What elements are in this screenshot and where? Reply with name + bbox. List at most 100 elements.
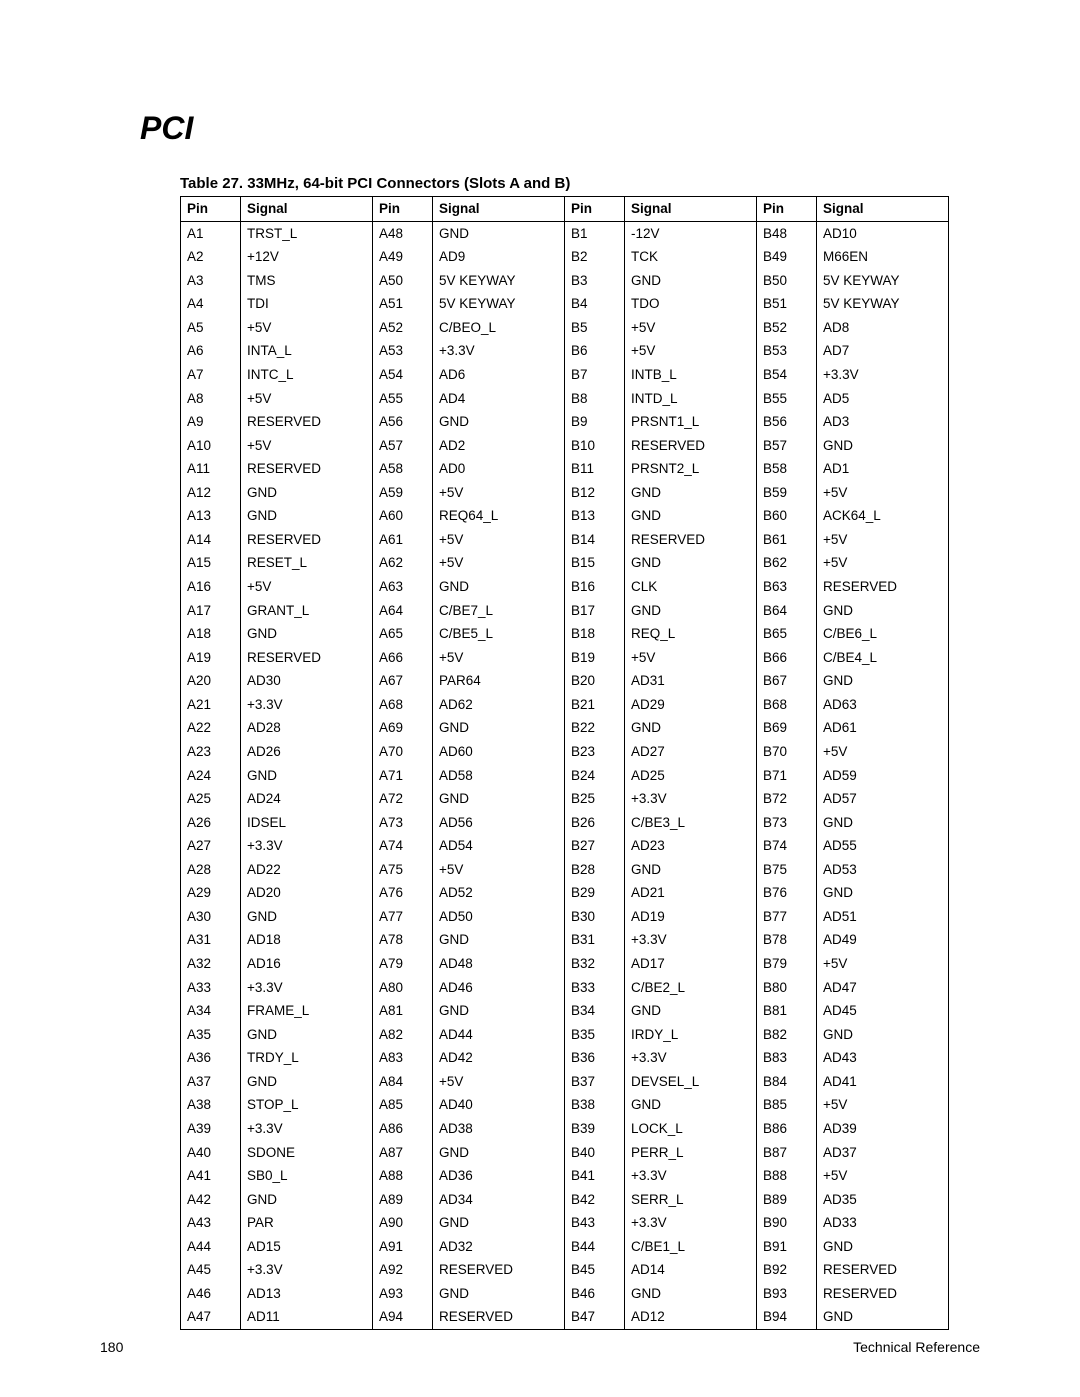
table-cell: B3 xyxy=(565,269,625,293)
table-cell: +3.3V xyxy=(241,1117,373,1141)
table-cell: A34 xyxy=(181,999,241,1023)
table-cell: TRST_L xyxy=(241,221,373,245)
table-cell: AD19 xyxy=(625,905,757,929)
table-cell: B15 xyxy=(565,551,625,575)
table-cell: AD35 xyxy=(817,1188,949,1212)
table-cell: B54 xyxy=(757,363,817,387)
table-cell: A62 xyxy=(373,551,433,575)
table-cell: A64 xyxy=(373,599,433,623)
table-cell: C/BE5_L xyxy=(433,622,565,646)
table-row: A47AD11A94RESERVEDB47AD12B94GND xyxy=(181,1305,949,1329)
table-cell: AD58 xyxy=(433,764,565,788)
table-cell: AD24 xyxy=(241,787,373,811)
table-row: A11RESERVEDA58AD0B11PRSNT2_LB58AD1 xyxy=(181,457,949,481)
table-cell: B12 xyxy=(565,481,625,505)
table-cell: GND xyxy=(241,481,373,505)
table-row: A29AD20A76AD52B29AD21B76GND xyxy=(181,881,949,905)
table-row: A13GNDA60REQ64_LB13GNDB60ACK64_L xyxy=(181,504,949,528)
table-cell: AD26 xyxy=(241,740,373,764)
table-cell: STOP_L xyxy=(241,1093,373,1117)
table-cell: B4 xyxy=(565,292,625,316)
table-cell: AD28 xyxy=(241,716,373,740)
table-cell: RESERVED xyxy=(817,1258,949,1282)
table-cell: B31 xyxy=(565,928,625,952)
table-cell: IRDY_L xyxy=(625,1023,757,1047)
table-cell: B59 xyxy=(757,481,817,505)
table-cell: B8 xyxy=(565,387,625,411)
table-cell: B79 xyxy=(757,952,817,976)
table-cell: AD41 xyxy=(817,1070,949,1094)
table-cell: +3.3V xyxy=(625,1164,757,1188)
table-cell: RESERVED xyxy=(625,434,757,458)
table-cell: A9 xyxy=(181,410,241,434)
table-cell: FRAME_L xyxy=(241,999,373,1023)
table-cell: AD44 xyxy=(433,1023,565,1047)
page: PCI Table 27. 33MHz, 64-bit PCI Connecto… xyxy=(0,0,1080,1397)
table-row: A40SDONEA87GNDB40PERR_LB87AD37 xyxy=(181,1141,949,1165)
table-cell: A66 xyxy=(373,646,433,670)
table-row: A16+5VA63GNDB16CLKB63RESERVED xyxy=(181,575,949,599)
table-cell: A83 xyxy=(373,1046,433,1070)
table-cell: A61 xyxy=(373,528,433,552)
table-cell: B39 xyxy=(565,1117,625,1141)
table-cell: TDO xyxy=(625,292,757,316)
table-cell: AD63 xyxy=(817,693,949,717)
table-row: A38STOP_LA85AD40B38GNDB85+5V xyxy=(181,1093,949,1117)
table-cell: A8 xyxy=(181,387,241,411)
col-header: Signal xyxy=(625,197,757,222)
table-cell: AD50 xyxy=(433,905,565,929)
table-cell: AD11 xyxy=(241,1305,373,1329)
table-cell: A69 xyxy=(373,716,433,740)
table-cell: GND xyxy=(433,928,565,952)
table-row: A28AD22A75+5VB28GNDB75AD53 xyxy=(181,858,949,882)
table-cell: A4 xyxy=(181,292,241,316)
table-cell: AD52 xyxy=(433,881,565,905)
pci-connector-table: Pin Signal Pin Signal Pin Signal Pin Sig… xyxy=(180,196,949,1330)
table-cell: B17 xyxy=(565,599,625,623)
table-cell: +5V xyxy=(817,740,949,764)
table-cell: A55 xyxy=(373,387,433,411)
table-cell: REQ_L xyxy=(625,622,757,646)
table-cell: AD10 xyxy=(817,221,949,245)
table-cell: B73 xyxy=(757,811,817,835)
table-header-row: Pin Signal Pin Signal Pin Signal Pin Sig… xyxy=(181,197,949,222)
table-cell: B93 xyxy=(757,1282,817,1306)
table-cell: SB0_L xyxy=(241,1164,373,1188)
table-cell: B53 xyxy=(757,339,817,363)
table-row: A26IDSELA73AD56B26C/BE3_LB73GND xyxy=(181,811,949,835)
table-row: A30GNDA77AD50B30AD19B77AD51 xyxy=(181,905,949,929)
table-cell: GND xyxy=(817,599,949,623)
table-row: A6INTA_LA53+3.3VB6+5VB53AD7 xyxy=(181,339,949,363)
table-cell: AD31 xyxy=(625,669,757,693)
table-row: A22AD28A69GNDB22GNDB69AD61 xyxy=(181,716,949,740)
table-cell: B65 xyxy=(757,622,817,646)
table-cell: B44 xyxy=(565,1235,625,1259)
table-cell: A84 xyxy=(373,1070,433,1094)
table-cell: A54 xyxy=(373,363,433,387)
table-cell: A76 xyxy=(373,881,433,905)
table-cell: A50 xyxy=(373,269,433,293)
table-cell: B9 xyxy=(565,410,625,434)
table-cell: B90 xyxy=(757,1211,817,1235)
table-cell: +5V xyxy=(817,1093,949,1117)
table-cell: AD32 xyxy=(433,1235,565,1259)
table-cell: A19 xyxy=(181,646,241,670)
table-cell: GND xyxy=(433,999,565,1023)
table-cell: +5V xyxy=(817,528,949,552)
table-cell: RESERVED xyxy=(241,646,373,670)
table-cell: A80 xyxy=(373,976,433,1000)
table-cell: B51 xyxy=(757,292,817,316)
table-cell: A13 xyxy=(181,504,241,528)
table-cell: B50 xyxy=(757,269,817,293)
table-cell: +12V xyxy=(241,245,373,269)
table-cell: AD29 xyxy=(625,693,757,717)
table-cell: B61 xyxy=(757,528,817,552)
doc-title: Technical Reference xyxy=(853,1339,980,1355)
table-cell: B77 xyxy=(757,905,817,929)
table-cell: AD27 xyxy=(625,740,757,764)
table-cell: 5V KEYWAY xyxy=(433,269,565,293)
table-cell: A68 xyxy=(373,693,433,717)
table-cell: PRSNT2_L xyxy=(625,457,757,481)
table-cell: A12 xyxy=(181,481,241,505)
table-cell: B6 xyxy=(565,339,625,363)
